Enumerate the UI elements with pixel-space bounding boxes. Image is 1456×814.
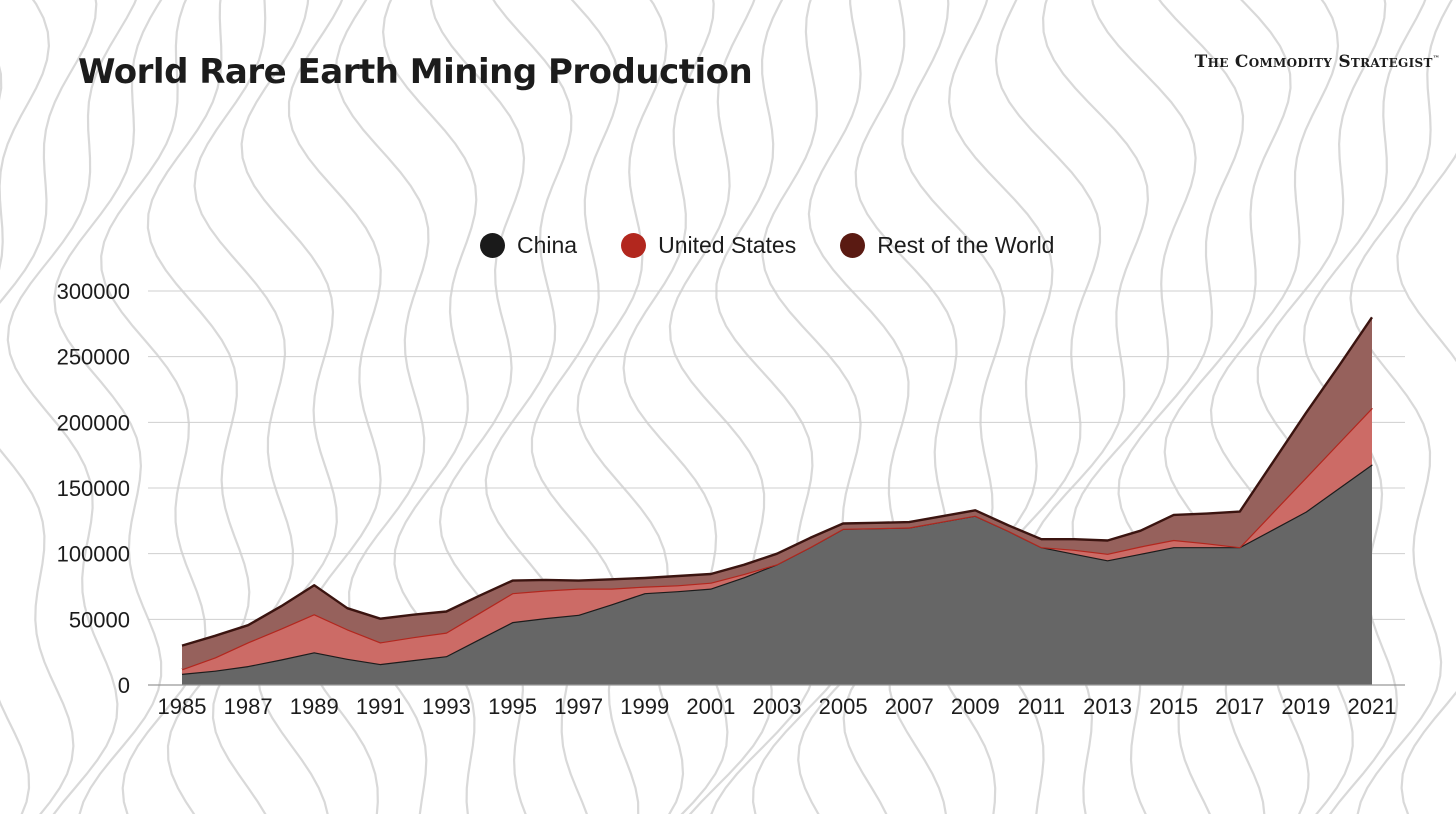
x-tick-label: 2011 — [1018, 694, 1065, 719]
brand-trademark: ™ — [1432, 53, 1440, 63]
contour-line — [1209, 0, 1340, 814]
x-tick-label: 1997 — [554, 694, 603, 719]
y-tick-label: 200000 — [57, 410, 130, 435]
x-tick-label: 1999 — [620, 694, 669, 719]
contour-line — [797, 0, 910, 814]
area-rest-of-world-line — [181, 316, 1373, 647]
area-china — [182, 464, 1372, 685]
legend-item-rest-of-world: Rest of the World — [840, 232, 1054, 259]
y-tick-label: 100000 — [57, 542, 130, 567]
contour-line — [146, 0, 251, 814]
contour-line — [193, 0, 295, 814]
contour-line — [668, 0, 773, 814]
x-tick-label: 2005 — [819, 694, 868, 719]
x-tick-label: 2003 — [753, 694, 802, 719]
contour-line — [334, 0, 430, 814]
chart-title: World Rare Earth Mining Production — [78, 52, 753, 92]
contour-line — [842, 0, 958, 814]
x-tick-label: 2017 — [1215, 694, 1264, 719]
y-tick-label: 250000 — [57, 345, 130, 370]
x-tick-label: 1991 — [356, 694, 405, 719]
x-tick-label: 2009 — [951, 694, 1000, 719]
legend-rest-of-world-label: Rest of the World — [877, 232, 1055, 258]
axes: 0 50000 100000 150000 200000 250000 300000 1985… — [57, 279, 1405, 719]
contour-line — [1256, 0, 1387, 814]
contour-line — [0, 0, 98, 814]
x-tick-label: 2001 — [686, 694, 735, 719]
contour-line — [0, 0, 51, 814]
y-tick-label: 50000 — [69, 607, 130, 632]
contour-line — [888, 0, 1006, 814]
contour-line — [622, 0, 729, 814]
brand-logo: The Commodity Strategist™ — [1195, 52, 1440, 72]
x-tick-label: 1995 — [488, 694, 537, 719]
legend-china-dot-icon — [480, 233, 505, 258]
area-series — [181, 316, 1373, 685]
contour-line — [381, 0, 478, 814]
contour-line — [429, 0, 527, 814]
contour-line — [53, 0, 163, 814]
contour-line — [933, 0, 1054, 814]
legend-item-china: China — [480, 232, 577, 259]
contour-line — [287, 0, 382, 814]
y-tick-label: 0 — [118, 673, 130, 698]
contour-line — [100, 0, 207, 814]
x-tick-label: 1989 — [290, 694, 339, 719]
contour-line — [240, 0, 338, 814]
contour-line — [576, 0, 685, 814]
x-tick-label: 2021 — [1348, 694, 1397, 719]
legend-united-states-label: United States — [658, 232, 797, 258]
contour-line — [6, 0, 138, 814]
contour-line — [484, 0, 589, 814]
contour-line — [1163, 0, 1292, 814]
x-tick-label: 2013 — [1083, 694, 1132, 719]
x-tick-label: 1987 — [224, 694, 273, 719]
y-tick-label: 300000 — [57, 279, 130, 304]
x-tick-label: 2015 — [1149, 694, 1198, 719]
contour-line — [1071, 0, 1197, 814]
legend-item-united-states: United States — [621, 232, 796, 259]
area-united-states — [182, 407, 1372, 674]
contour-line — [1025, 0, 1150, 814]
x-tick-label: 2007 — [885, 694, 934, 719]
brand-name: The Commodity Strategist — [1194, 52, 1433, 72]
legend: China United States Rest of the World — [480, 232, 1098, 259]
contour-line — [1117, 0, 1245, 814]
contour-line — [979, 0, 1102, 814]
y-tick-label: 150000 — [57, 476, 130, 501]
legend-united-states-dot-icon — [621, 233, 647, 258]
legend-rest-of-world-dot-icon — [840, 233, 866, 258]
contour-line — [751, 0, 862, 814]
contour-line — [530, 0, 640, 814]
x-tick-label: 1993 — [422, 694, 471, 719]
contour-line — [710, 0, 818, 814]
x-tick-label: 2019 — [1281, 694, 1330, 719]
contour-line — [1349, 0, 1453, 814]
legend-china-label: China — [517, 232, 578, 258]
x-tick-label: 1985 — [158, 694, 207, 719]
